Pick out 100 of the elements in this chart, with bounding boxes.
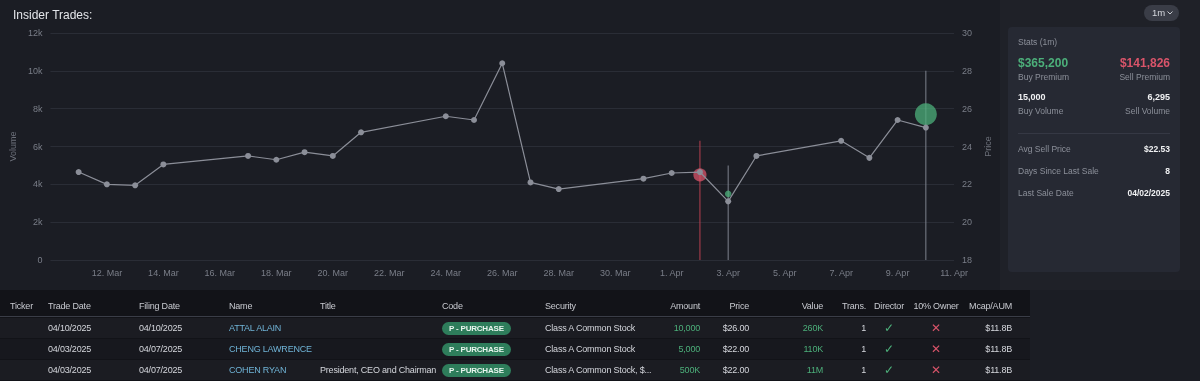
category-label: Security — [545, 301, 577, 311]
point — [471, 117, 478, 124]
text: P - PURCHASE — [449, 366, 504, 375]
x-tick-label: 28. Mar — [543, 267, 574, 278]
x-tick-label: 3. Apr — [716, 267, 740, 278]
x-tick-label: 5. Apr — [772, 267, 797, 278]
category-label: Value — [800, 301, 823, 311]
text: $11.8B — [985, 344, 1012, 354]
text: ✓ — [884, 342, 894, 356]
text: 10,000 — [673, 323, 700, 333]
text: $22.53 — [1144, 144, 1170, 154]
text: 04/02/2025 — [1127, 188, 1170, 198]
text: P - PURCHASE — [449, 345, 504, 354]
x-tick-label: 18. Mar — [261, 267, 292, 278]
text: 1 — [861, 323, 866, 333]
point — [838, 137, 845, 144]
text: $141,826 — [1119, 56, 1170, 70]
text: COHEN RYAN — [229, 365, 287, 375]
text: 04/10/2025 — [48, 323, 92, 333]
text: Sell Premium — [1119, 72, 1170, 82]
text: ✓ — [884, 321, 894, 335]
x-tick-label: 12. Mar — [91, 267, 123, 278]
y-tick-label: 12k — [27, 28, 43, 38]
text: ✓ — [884, 363, 894, 377]
text: Avg Sell Price — [1018, 144, 1071, 154]
point — [75, 169, 82, 176]
category-label: Ticker — [10, 301, 34, 311]
text: Stats (1m) — [1018, 37, 1058, 47]
text: $22.00 — [722, 365, 749, 375]
y2-tick-label: 24 — [962, 141, 973, 152]
x-tick-label: 14. Mar — [148, 267, 179, 278]
text: $365,200 — [1018, 56, 1069, 70]
y-tick-label: 4k — [32, 179, 43, 190]
text: 04/07/2025 — [139, 365, 183, 375]
point — [527, 179, 534, 186]
point — [301, 149, 308, 156]
x-tick-label: 1. Apr — [659, 267, 684, 278]
point — [103, 181, 110, 188]
point — [273, 156, 280, 163]
point — [245, 152, 252, 159]
y2-tick-label: 18 — [962, 255, 973, 265]
point — [668, 169, 675, 176]
point — [442, 113, 449, 120]
text: 8 — [1165, 166, 1170, 176]
x-tick-label: 30. Mar — [599, 267, 631, 278]
x-tick-label: 7. Apr — [829, 267, 853, 278]
y2-tick-label: 26 — [962, 103, 973, 114]
text: Last Sale Date — [1018, 188, 1074, 198]
text: 500K — [679, 365, 700, 375]
text: 5,000 — [678, 344, 700, 354]
text: 04/03/2025 — [48, 344, 92, 354]
category-label: Title — [320, 301, 337, 311]
text: Class A Common Stock — [545, 344, 636, 354]
category-label: 10% Owner — [912, 301, 960, 311]
y2-tick-label: 20 — [962, 217, 973, 228]
x-tick-label: 9. Apr — [885, 267, 910, 278]
category-label: Director — [874, 301, 904, 311]
y-tick-label: 8k — [32, 103, 43, 114]
text: Buy Premium — [1018, 72, 1070, 82]
category-label: Trade Date — [48, 301, 92, 311]
category-label: Trans. — [841, 301, 866, 311]
text: Class A Common Stock — [545, 323, 636, 333]
category-label: Code — [442, 301, 464, 311]
text: 1 — [861, 344, 866, 354]
text: Days Since Last Sale — [1018, 166, 1099, 176]
text: ATTAL ALAIN — [229, 323, 282, 333]
text: 04/10/2025 — [139, 323, 183, 333]
text: 11M — [806, 365, 823, 375]
text: 1m — [1144, 5, 1179, 21]
point — [640, 175, 647, 182]
text: Buy Volume — [1018, 106, 1064, 116]
text: 04/07/2025 — [139, 344, 183, 354]
x-tick-label: 24. Mar — [430, 267, 462, 278]
point — [894, 117, 901, 124]
text: $22.00 — [722, 344, 749, 354]
point — [499, 60, 506, 67]
point — [132, 182, 139, 189]
point — [160, 161, 167, 168]
category-label: Amount — [669, 301, 700, 311]
text: $26.00 — [722, 323, 749, 333]
point — [329, 152, 336, 159]
category-label: Price — [728, 301, 749, 311]
y-tick-label: 0 — [37, 255, 43, 265]
category-label: Name — [229, 301, 254, 311]
text: ✕ — [931, 342, 941, 356]
y2-tick-label: 30 — [962, 28, 973, 38]
x-tick-label: 26. Mar — [486, 267, 518, 278]
category-label: Filing Date — [139, 301, 181, 311]
chart-title: Insider Trades: — [13, 8, 93, 22]
text: 1 — [861, 365, 866, 375]
text: President, CEO and Chairman — [320, 365, 437, 375]
point — [725, 198, 732, 205]
point — [753, 152, 760, 159]
x-tick-label: 22. Mar — [374, 267, 405, 278]
text: P - PURCHASE — [449, 324, 504, 333]
text: $11.8B — [985, 323, 1012, 333]
text: 15,000 — [1018, 92, 1046, 102]
text: ✕ — [931, 363, 941, 377]
y2-axis-title: Price — [982, 136, 993, 157]
x-tick-label: 11. Apr — [940, 267, 969, 278]
